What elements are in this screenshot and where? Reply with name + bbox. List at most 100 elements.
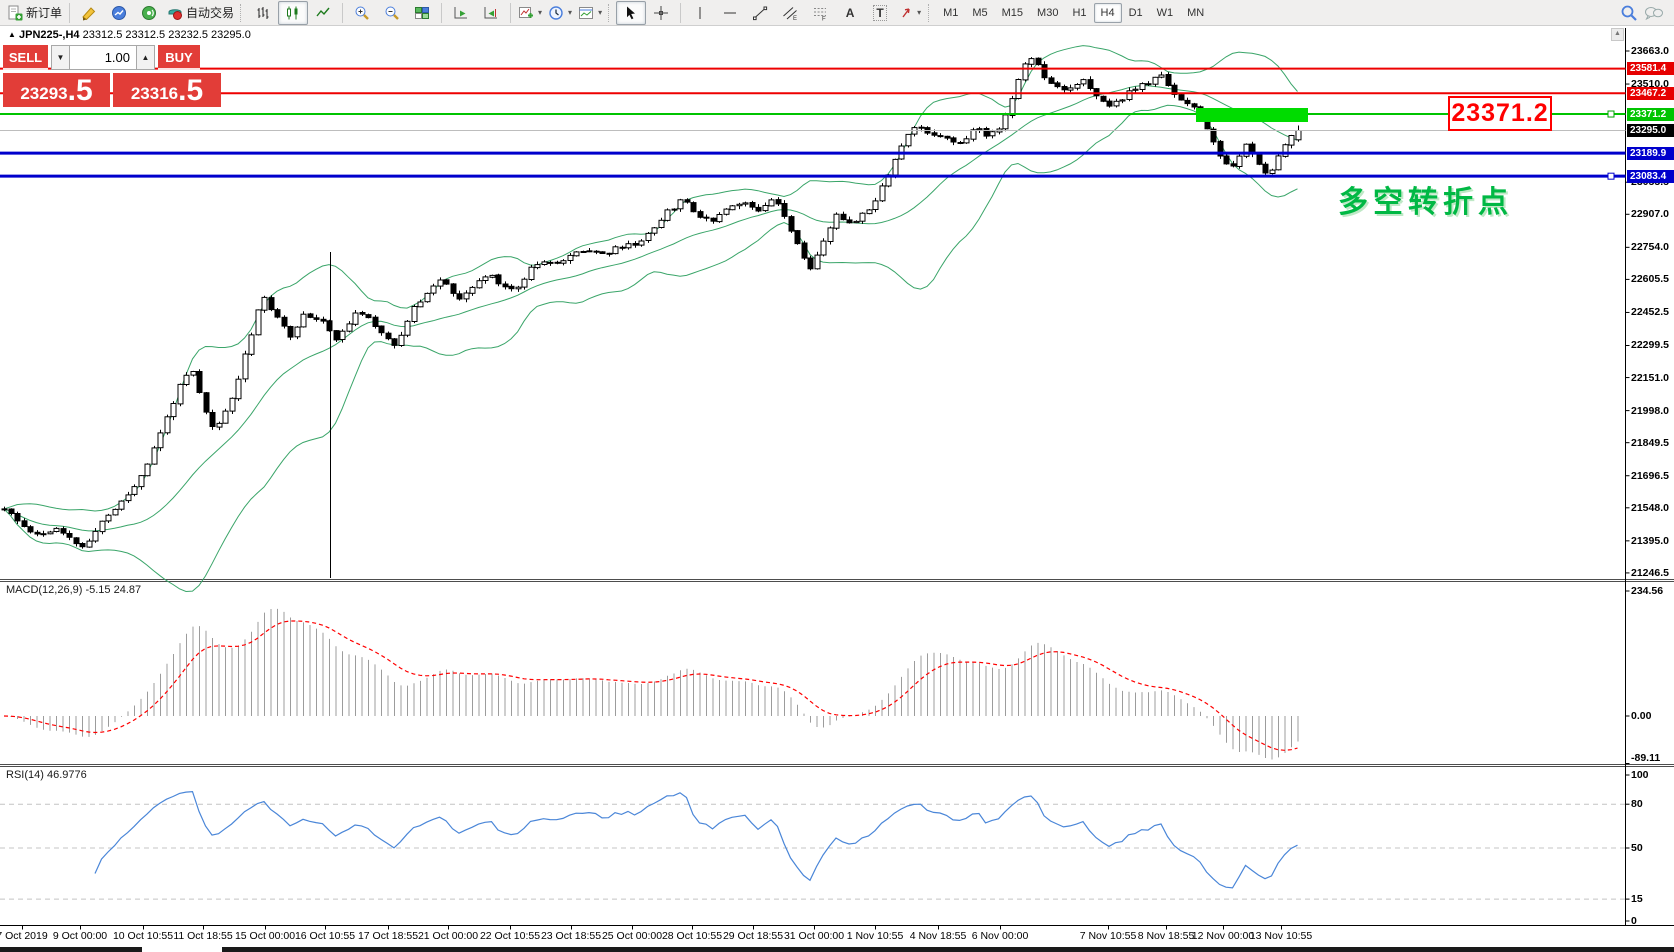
timeframe-button-D1[interactable]: D1 bbox=[1128, 6, 1143, 19]
buy-price-display[interactable]: 23316.5 bbox=[113, 73, 221, 107]
label-tool-button[interactable]: T bbox=[865, 1, 895, 25]
candlestick-chart-button[interactable] bbox=[278, 0, 309, 25]
arrows-tool-button[interactable]: ▾ bbox=[895, 1, 925, 25]
price-badge-23467.2: 23467.2 bbox=[1627, 86, 1674, 100]
periods-dropdown-arrow[interactable]: ▾ bbox=[568, 8, 573, 17]
price-tick: 22605.5 bbox=[1631, 273, 1669, 286]
volume-stepper: ▼ 1.00 ▲ bbox=[51, 45, 155, 70]
time-tick: 16 Oct 10:55 bbox=[294, 930, 356, 942]
rsi-tick: 100 bbox=[1631, 769, 1649, 781]
timeframe-button-M1[interactable]: M1 bbox=[943, 6, 959, 19]
timeframe-button-M15[interactable]: M15 bbox=[1001, 6, 1024, 19]
price-tick: 21246.5 bbox=[1631, 566, 1669, 579]
price-tick: 22299.5 bbox=[1631, 339, 1669, 352]
timeframe-button-W1[interactable]: W1 bbox=[1156, 6, 1174, 19]
timeframe-button-M30[interactable]: M30 bbox=[1037, 6, 1059, 19]
templates-dropdown-arrow[interactable]: ▾ bbox=[598, 8, 603, 17]
toolbar: 新订单 自动交易 bbox=[0, 0, 1674, 26]
macd-tick: 234.56 bbox=[1631, 585, 1664, 597]
cursor-button[interactable] bbox=[616, 0, 647, 25]
time-tick: 6 Nov 00:00 bbox=[971, 930, 1029, 942]
search-icon[interactable] bbox=[1620, 4, 1638, 22]
chart-symbol: JPN225-,H4 bbox=[18, 29, 80, 41]
price-badge-23295.0: 23295.0 bbox=[1627, 123, 1674, 137]
chart-shift-icon bbox=[484, 6, 498, 18]
trendline-button[interactable] bbox=[745, 1, 775, 25]
sell-price-display[interactable]: 23293.5 bbox=[3, 73, 110, 107]
price-tick: 22151.0 bbox=[1631, 371, 1669, 384]
periods-button[interactable]: ▾ bbox=[545, 1, 575, 25]
vertical-line-button[interactable] bbox=[685, 1, 715, 25]
text-tool-button[interactable]: A bbox=[835, 1, 865, 25]
zoom-in-icon bbox=[355, 6, 369, 20]
time-tick: 12 Nov 00:00 bbox=[1191, 930, 1255, 942]
svg-text:E: E bbox=[793, 16, 797, 21]
indicators-dropdown-arrow[interactable]: ▾ bbox=[538, 8, 543, 17]
autotrading-icon bbox=[168, 8, 183, 20]
separator bbox=[342, 2, 344, 23]
candlestick-chart-icon bbox=[287, 6, 298, 19]
chat-icon[interactable] bbox=[1644, 4, 1664, 22]
separator bbox=[69, 2, 71, 23]
new-order-label: 新订单 bbox=[26, 6, 63, 20]
horizontal-line-button[interactable] bbox=[715, 1, 745, 25]
buy-button[interactable]: BUY bbox=[158, 45, 200, 70]
zoom-in-button[interactable] bbox=[347, 1, 377, 25]
new-order-button[interactable]: 新订单 bbox=[4, 1, 65, 25]
sell-price-int: 23293 bbox=[20, 84, 68, 103]
time-tick: 8 Nov 18:55 bbox=[1137, 930, 1195, 942]
time-tick: 7 Nov 10:55 bbox=[1079, 930, 1137, 942]
time-tick: 9 Oct 00:00 bbox=[52, 930, 108, 942]
zoom-out-button[interactable] bbox=[377, 1, 407, 25]
chart-shift-button[interactable] bbox=[476, 1, 506, 25]
arrows-dropdown-arrow[interactable]: ▾ bbox=[917, 8, 922, 17]
crosshair-icon bbox=[654, 5, 669, 20]
periods-clock-icon bbox=[549, 5, 563, 20]
collapse-marker-icon[interactable]: ▲ bbox=[8, 30, 16, 39]
pivot-annotation-text[interactable]: 多空转折点 bbox=[1338, 186, 1513, 219]
metaeditor-button[interactable] bbox=[74, 1, 104, 25]
sell-button[interactable]: SELL bbox=[3, 45, 48, 70]
auto-scroll-icon bbox=[454, 6, 468, 18]
price-tick: 22907.0 bbox=[1631, 208, 1669, 221]
toolbar-right-group bbox=[1620, 4, 1664, 22]
bar-chart-button[interactable] bbox=[248, 1, 278, 25]
time-tick: 10 Oct 10:55 bbox=[112, 930, 174, 942]
fibonacci-button[interactable]: F bbox=[805, 1, 835, 25]
volume-decrease-button[interactable]: ▼ bbox=[51, 45, 70, 70]
timeframe-button-MN[interactable]: MN bbox=[1187, 6, 1205, 19]
volume-increase-button[interactable]: ▲ bbox=[136, 45, 155, 70]
price-badge-23371.2: 23371.2 bbox=[1627, 107, 1674, 121]
rsi-label: RSI(14) 46.9776 bbox=[6, 769, 87, 781]
volume-input[interactable]: 1.00 bbox=[70, 45, 136, 70]
time-tick: 22 Oct 10:55 bbox=[479, 930, 541, 942]
one-click-trading-panel: SELL ▼ 1.00 ▲ BUY 23293.5 23316.5 bbox=[3, 45, 221, 107]
price-badge-23083.4: 23083.4 bbox=[1627, 169, 1674, 183]
templates-button[interactable]: ▾ bbox=[575, 1, 605, 25]
equidistant-channel-button[interactable]: E bbox=[775, 1, 805, 25]
time-tick: 1 Nov 10:55 bbox=[846, 930, 904, 942]
timeframe-button-H1[interactable]: H1 bbox=[1072, 6, 1087, 19]
toolbar-handle bbox=[928, 3, 933, 22]
signals-button[interactable] bbox=[134, 1, 164, 25]
time-tick: 25 Oct 00:00 bbox=[601, 930, 663, 942]
price-annotation-box[interactable]: 23371.2 bbox=[1448, 96, 1552, 131]
separator bbox=[680, 2, 682, 23]
toolbar-handle bbox=[608, 3, 613, 22]
tile-windows-button[interactable] bbox=[407, 1, 437, 25]
scroll-arrow-icon[interactable]: ▲ bbox=[1611, 28, 1624, 41]
autotrading-button[interactable]: 自动交易 bbox=[164, 1, 237, 25]
crosshair-button[interactable] bbox=[646, 1, 676, 25]
bar-chart-icon bbox=[257, 6, 269, 19]
timeframe-button-M5[interactable]: M5 bbox=[972, 6, 988, 19]
price-tick: 23663.0 bbox=[1631, 45, 1669, 57]
profile-button[interactable] bbox=[104, 1, 134, 25]
line-chart-button[interactable] bbox=[308, 1, 338, 25]
toolbar-handle bbox=[240, 3, 245, 22]
auto-scroll-button[interactable] bbox=[446, 1, 476, 25]
timeframe-button-H4[interactable]: H4 bbox=[1093, 2, 1122, 23]
indicators-button[interactable]: ▾ bbox=[515, 1, 545, 25]
arrows-tool-icon bbox=[902, 7, 910, 17]
